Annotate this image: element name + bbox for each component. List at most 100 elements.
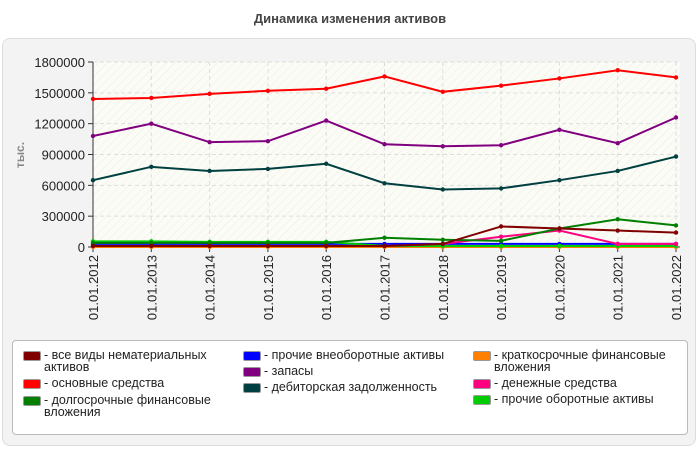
x-tick-label: 01.01.2014 [203, 255, 218, 320]
data-point [324, 161, 329, 166]
x-tick-label: 01.01.2012 [86, 255, 101, 320]
legend-label: - все виды нематериальных активов [44, 348, 207, 374]
x-tick-label: 01.01.2016 [319, 255, 334, 320]
legend-swatch [243, 383, 261, 393]
legend-label: - прочие оборотные активы [494, 392, 654, 406]
y-tick-label: 300000 [42, 209, 85, 224]
data-point [324, 243, 329, 249]
data-point [90, 133, 96, 139]
x-tick-label: 01.01.2020 [552, 255, 567, 320]
data-point [673, 223, 679, 228]
data-point [149, 240, 154, 246]
data-point [382, 181, 387, 186]
y-tick-label: 1500000 [34, 86, 85, 101]
x-tick-label: 01.01.2013 [144, 255, 159, 320]
x-tick-label: 01.01.2021 [611, 255, 626, 320]
data-point [673, 241, 679, 247]
data-point [382, 74, 387, 79]
data-point [265, 243, 271, 249]
x-tick-label: 01.01.2022 [669, 255, 684, 320]
x-tick-label: 01.01.2015 [261, 255, 276, 320]
data-point [557, 177, 562, 183]
data-point [673, 154, 679, 159]
legend-label: - дебиторская задолженность [264, 380, 438, 394]
data-point [498, 243, 504, 249]
data-point [440, 237, 445, 243]
legend-swatch [23, 379, 41, 389]
x-tick-label: 01.01.2019 [494, 255, 509, 320]
data-point [90, 96, 96, 102]
data-point [207, 91, 212, 97]
data-point [615, 241, 620, 247]
legend-item: - долгосрочные финансовые вложения [23, 394, 223, 418]
legend-label: - прочие внеоборотные активы [264, 348, 445, 362]
data-point [615, 168, 620, 174]
data-point [615, 217, 620, 222]
data-point [557, 243, 562, 249]
data-point [498, 143, 504, 148]
data-point [498, 83, 504, 88]
legend-swatch [473, 351, 491, 361]
data-point [265, 166, 271, 172]
data-point [673, 75, 679, 80]
data-point [440, 241, 445, 247]
legend-label: - основные средства [44, 376, 165, 390]
legend-swatch [473, 379, 491, 389]
data-point [324, 240, 329, 246]
data-point [440, 187, 445, 192]
data-point [207, 243, 212, 249]
data-point [498, 186, 504, 191]
legend-swatch [23, 351, 41, 361]
data-point [149, 121, 154, 126]
data-point [382, 142, 387, 147]
data-point [265, 88, 271, 93]
legend-swatch [473, 395, 491, 405]
data-point [440, 144, 445, 149]
legend-swatch [243, 351, 261, 361]
legend: - все виды нематериальных активов - основ… [12, 340, 688, 435]
data-point [673, 230, 679, 235]
data-point [207, 168, 212, 174]
x-tick-label: 01.01.2018 [436, 255, 451, 320]
y-tick-label: 0 [78, 240, 85, 255]
data-point [207, 240, 212, 246]
y-tick-label: 1200000 [34, 117, 85, 132]
data-point [90, 240, 96, 246]
y-axis-label: тыс. [13, 142, 27, 168]
x-tick-label: 01.01.2017 [378, 255, 393, 320]
data-point [265, 240, 271, 246]
data-point [149, 164, 154, 170]
data-point [673, 115, 679, 120]
legend-item: - денежные средства [473, 377, 683, 389]
legend-item: - запасы [243, 365, 453, 377]
legend-item: - все виды нематериальных активов [23, 349, 223, 373]
data-point [324, 118, 329, 123]
data-point [498, 234, 504, 239]
data-point [440, 89, 445, 95]
legend-item: - краткосрочные финансовые вложения [473, 349, 683, 373]
data-point [382, 235, 387, 240]
y-tick-label: 600000 [42, 178, 85, 193]
data-point [149, 95, 154, 101]
legend-item: - дебиторская задолженность [243, 381, 453, 393]
data-point [615, 140, 620, 146]
legend-item: - основные средства [23, 377, 223, 389]
data-point [615, 68, 620, 73]
legend-item: - прочие оборотные активы [473, 393, 683, 405]
data-point [207, 139, 212, 145]
data-point [90, 243, 96, 249]
legend-swatch [243, 367, 261, 377]
data-point [265, 138, 271, 144]
legend-label: - краткосрочные финансовые вложения [494, 348, 666, 374]
legend-label: - долгосрочные финансовые вложения [44, 393, 211, 419]
chart-title: Динамика изменения активов [253, 11, 447, 26]
data-point [498, 238, 504, 244]
chart-plot: тыс. 0 300000 600000 900000 1200000 1500000 18… [13, 55, 684, 320]
legend-label: - запасы [264, 364, 314, 378]
data-point [615, 228, 620, 233]
y-tick-label: 900000 [42, 148, 85, 163]
data-point [90, 177, 96, 183]
data-point [324, 86, 329, 91]
legend-swatch [23, 396, 41, 406]
data-point [557, 76, 562, 81]
